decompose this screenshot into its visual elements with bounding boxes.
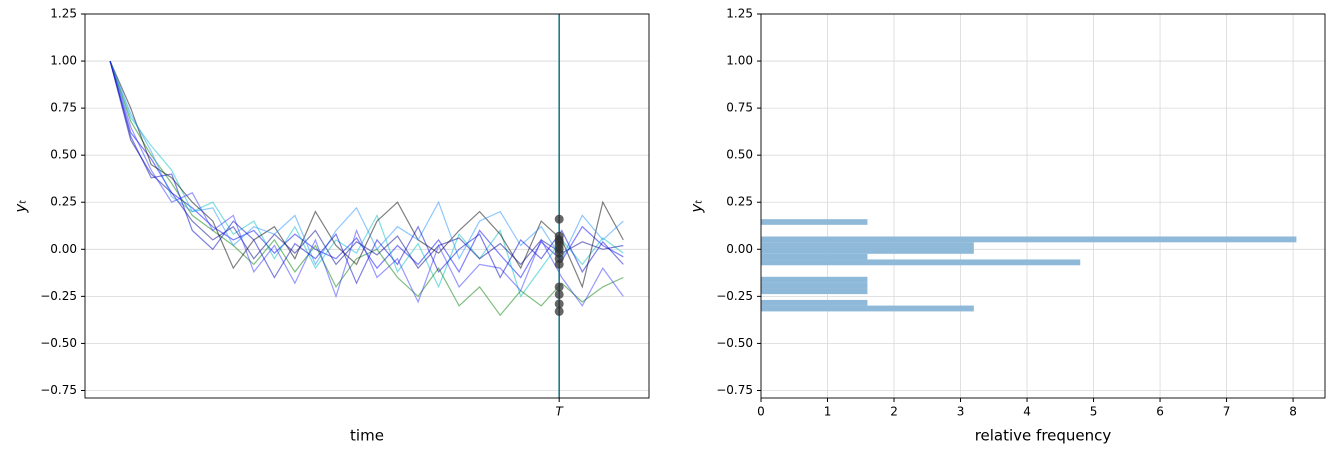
y-tick-label: 0.50: [726, 148, 753, 162]
endpoint-marker: [554, 259, 564, 269]
y-tick-label: −0.75: [716, 383, 753, 397]
path-line: [109, 60, 624, 270]
y-tick-label: 0.00: [50, 242, 77, 256]
plot-frame: [760, 13, 1326, 399]
x-axis-label: relative frequency: [975, 427, 1112, 445]
y-tick-label: −0.25: [40, 289, 77, 303]
path-line: [109, 60, 624, 317]
histogram-bar: [761, 288, 868, 295]
path-line: [109, 60, 624, 266]
x-tick-label: 6: [1156, 405, 1164, 419]
histogram-bar: [761, 253, 868, 260]
endpoint-marker: [554, 282, 564, 292]
y-tick-label: 0.50: [50, 148, 77, 162]
x-tick-label: 5: [1090, 405, 1098, 419]
x-tick-label: 2: [890, 405, 898, 419]
histogram-bar: [761, 242, 974, 248]
y-tick-label: 1.25: [50, 7, 77, 21]
endpoint-marker: [554, 214, 564, 224]
plot-frame: [84, 13, 650, 399]
y-tick-label: 1.25: [726, 7, 753, 21]
histogram-bar: [761, 276, 868, 283]
x-axis-label: time: [350, 427, 384, 445]
y-tick-label: −0.50: [40, 336, 77, 350]
histogram-bar: [761, 299, 868, 306]
y-axis-label: yₜ: [12, 199, 30, 213]
y-tick-label: 0.25: [726, 195, 753, 209]
x-tick-label: 8: [1289, 405, 1297, 419]
x-tick-label: T: [556, 405, 565, 419]
histogram-bar: [761, 259, 1081, 266]
y-tick-label: 0.00: [726, 242, 753, 256]
path-line: [109, 60, 624, 279]
y-tick-label: −0.50: [716, 336, 753, 350]
y-tick-label: 0.25: [50, 195, 77, 209]
x-tick-label: 1: [824, 405, 832, 419]
endpoint-marker: [554, 299, 564, 309]
histogram-bar: [761, 282, 868, 289]
x-tick-label: 7: [1223, 405, 1231, 419]
path-line: [109, 60, 624, 289]
path-line: [109, 60, 624, 298]
y-tick-label: 1.00: [726, 54, 753, 68]
y-tick-label: 0.75: [50, 101, 77, 115]
y-tick-label: −0.75: [40, 383, 77, 397]
x-tick-label: 4: [1023, 405, 1031, 419]
histogram-bar: [761, 236, 1297, 243]
y-axis-label: yₜ: [688, 199, 706, 213]
histogram-bar: [761, 219, 868, 225]
endpoint-marker: [554, 306, 564, 316]
endpoint-marker: [554, 289, 564, 299]
histogram-bar: [761, 305, 974, 312]
path-line: [109, 60, 624, 307]
y-tick-label: 1.00: [50, 54, 77, 68]
y-tick-label: 0.75: [726, 101, 753, 115]
path-line: [109, 60, 624, 285]
x-tick-label: 3: [957, 405, 965, 419]
histogram-bar: [761, 247, 974, 254]
y-tick-label: −0.25: [716, 289, 753, 303]
x-tick-label: 0: [757, 405, 765, 419]
